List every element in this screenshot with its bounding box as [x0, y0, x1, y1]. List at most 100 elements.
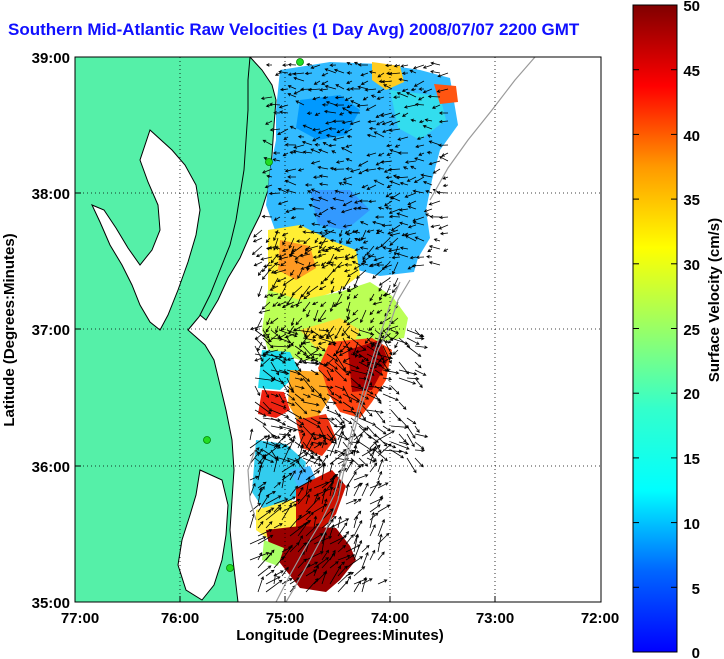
velocity-arrow — [329, 263, 337, 267]
velocity-arrow — [370, 94, 377, 98]
velocity-arrow — [342, 345, 354, 351]
velocity-arrow — [292, 72, 305, 76]
velocity-arrow — [428, 261, 441, 266]
velocity-arrow — [286, 433, 293, 442]
velocity-arrow — [361, 544, 370, 553]
velocity-arrow — [369, 441, 377, 449]
velocity-arrow — [377, 470, 383, 481]
velocity-arrow — [302, 230, 313, 234]
velocity-arrow — [320, 229, 335, 238]
velocity-arrow — [294, 369, 311, 382]
velocity-arrow — [333, 68, 345, 74]
velocity-arrow — [369, 480, 380, 497]
velocity-arrow — [358, 393, 370, 400]
velocity-arrow — [322, 142, 329, 146]
velocity-arrow — [265, 434, 271, 449]
velocity-arrow — [427, 134, 433, 138]
velocity-arrow — [281, 566, 289, 577]
velocity-arrow — [368, 126, 377, 131]
velocity-arrow — [269, 317, 279, 324]
velocity-arrow — [294, 260, 305, 266]
velocity-arrow — [310, 393, 327, 401]
velocity-arrow — [373, 256, 385, 262]
velocity-arrow — [412, 189, 425, 194]
y-tick-labels: 39:00 38:00 37:00 36:00 35:00 — [32, 50, 70, 612]
velocity-arrow — [414, 457, 424, 468]
velocity-arrow — [443, 248, 449, 252]
velocity-arrow — [254, 345, 264, 363]
velocity-arrow — [254, 377, 275, 382]
velocity-arrow — [386, 152, 393, 156]
velocity-arrow — [414, 236, 425, 242]
velocity-arrow — [369, 511, 375, 529]
velocity-arrow — [253, 229, 263, 238]
velocity-arrow — [310, 409, 322, 414]
velocity-arrow — [337, 423, 346, 441]
velocity-arrow — [343, 317, 351, 323]
velocity-arrow — [305, 561, 319, 569]
velocity-arrow — [318, 174, 329, 178]
velocity-arrow — [321, 498, 328, 513]
velocity-arrow — [311, 222, 321, 227]
velocity-arrow — [280, 261, 287, 267]
velocity-arrow — [289, 470, 296, 481]
velocity-arrow — [332, 119, 345, 123]
velocity-arrow — [312, 96, 321, 101]
velocity-arrow — [306, 285, 319, 295]
velocity-arrow — [347, 285, 359, 293]
velocity-arrow — [306, 111, 313, 115]
velocity-arrow — [436, 88, 449, 93]
x-tick-label: 72:00 — [581, 610, 619, 627]
velocity-arrow — [297, 443, 304, 465]
velocity-arrow — [249, 325, 263, 331]
velocity-arrow — [369, 462, 378, 473]
velocity-arrow — [418, 87, 425, 91]
velocity-arrow — [281, 503, 292, 521]
velocity-arrow — [313, 309, 319, 322]
velocity-arrow — [270, 401, 287, 409]
velocity-arrow — [410, 165, 417, 170]
velocity-arrow — [406, 376, 420, 381]
velocity-arrow — [426, 255, 433, 259]
velocity-arrow — [254, 457, 263, 465]
velocity-arrow — [374, 409, 386, 424]
velocity-arrow — [377, 518, 385, 537]
velocity-arrow — [344, 229, 351, 234]
velocity-arrow — [326, 353, 339, 362]
velocity-arrow — [398, 449, 409, 455]
velocity-arrow — [297, 134, 305, 139]
velocity-arrow — [305, 511, 314, 521]
velocity-arrow — [278, 457, 291, 463]
velocity-arrow — [275, 325, 279, 334]
velocity-arrow — [422, 64, 433, 69]
velocity-arrow — [289, 453, 309, 465]
velocity-arrow — [321, 438, 326, 449]
velocity-arrow — [302, 341, 311, 345]
velocity-arrow — [282, 237, 287, 246]
velocity-arrow — [269, 285, 279, 291]
velocity-field — [252, 62, 458, 592]
velocity-arrow — [294, 417, 305, 426]
velocity-arrow — [260, 256, 273, 261]
velocity-arrow — [321, 454, 329, 465]
velocity-arrow — [317, 165, 329, 170]
velocity-arrow — [368, 199, 377, 204]
velocity-arrow — [438, 143, 449, 148]
velocity-arrow — [254, 333, 263, 340]
velocity-arrow — [326, 220, 337, 226]
velocity-arrow — [308, 203, 321, 210]
velocity-arrow — [413, 176, 425, 183]
velocity-arrow — [329, 206, 337, 210]
x-tick-label: 75:00 — [266, 610, 304, 627]
velocity-arrow — [335, 84, 345, 90]
velocity-arrow — [291, 206, 305, 211]
velocity-arrow — [305, 476, 311, 497]
velocity-arrow — [361, 184, 369, 189]
velocity-arrow — [414, 433, 429, 438]
velocity-arrow — [382, 441, 397, 449]
velocity-arrow — [304, 71, 313, 76]
velocity-arrow — [382, 293, 391, 297]
velocity-arrow — [404, 192, 417, 198]
velocity-arrow — [320, 277, 327, 285]
velocity-arrow — [407, 224, 417, 229]
